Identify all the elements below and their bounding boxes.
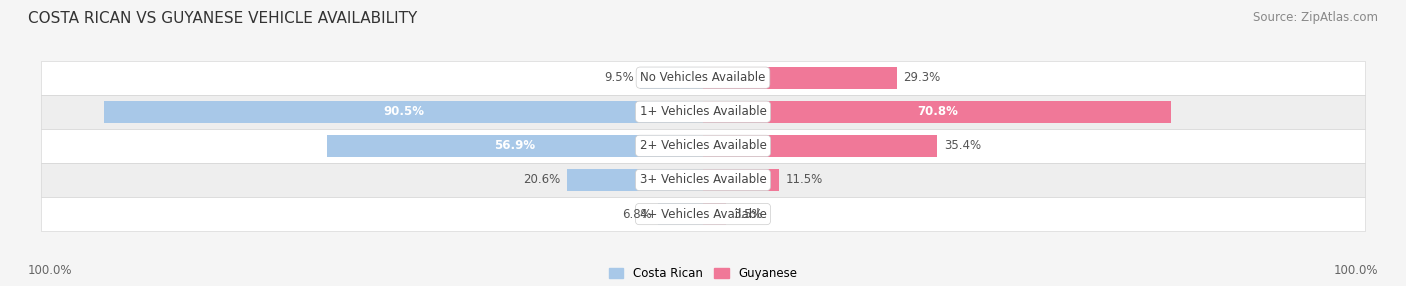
Text: 3.5%: 3.5% bbox=[733, 208, 762, 221]
Bar bbox=[703, 169, 779, 191]
Bar bbox=[41, 129, 1365, 163]
Bar bbox=[104, 101, 703, 123]
Text: 100.0%: 100.0% bbox=[1333, 265, 1378, 277]
Text: 29.3%: 29.3% bbox=[904, 71, 941, 84]
Bar bbox=[567, 169, 703, 191]
Text: 35.4%: 35.4% bbox=[943, 139, 981, 152]
Text: 11.5%: 11.5% bbox=[786, 174, 823, 186]
Text: 2+ Vehicles Available: 2+ Vehicles Available bbox=[640, 139, 766, 152]
Bar bbox=[703, 67, 897, 89]
Text: Source: ZipAtlas.com: Source: ZipAtlas.com bbox=[1253, 11, 1378, 24]
Text: 56.9%: 56.9% bbox=[494, 139, 536, 152]
Bar bbox=[703, 203, 725, 225]
Text: 1+ Vehicles Available: 1+ Vehicles Available bbox=[640, 105, 766, 118]
Bar bbox=[703, 101, 1171, 123]
Text: COSTA RICAN VS GUYANESE VEHICLE AVAILABILITY: COSTA RICAN VS GUYANESE VEHICLE AVAILABI… bbox=[28, 11, 418, 26]
Bar bbox=[640, 67, 703, 89]
Text: 9.5%: 9.5% bbox=[603, 71, 634, 84]
Bar bbox=[41, 61, 1365, 95]
Bar bbox=[326, 135, 703, 157]
Bar bbox=[41, 163, 1365, 197]
Text: 20.6%: 20.6% bbox=[523, 174, 560, 186]
Text: 90.5%: 90.5% bbox=[382, 105, 425, 118]
Text: 100.0%: 100.0% bbox=[28, 265, 73, 277]
Text: 70.8%: 70.8% bbox=[917, 105, 957, 118]
Text: 3+ Vehicles Available: 3+ Vehicles Available bbox=[640, 174, 766, 186]
Bar bbox=[41, 95, 1365, 129]
Bar bbox=[703, 135, 938, 157]
Bar bbox=[658, 203, 703, 225]
Bar bbox=[41, 197, 1365, 231]
Legend: Costa Rican, Guyanese: Costa Rican, Guyanese bbox=[609, 267, 797, 280]
Text: 4+ Vehicles Available: 4+ Vehicles Available bbox=[640, 208, 766, 221]
Text: 6.8%: 6.8% bbox=[621, 208, 651, 221]
Text: No Vehicles Available: No Vehicles Available bbox=[640, 71, 766, 84]
